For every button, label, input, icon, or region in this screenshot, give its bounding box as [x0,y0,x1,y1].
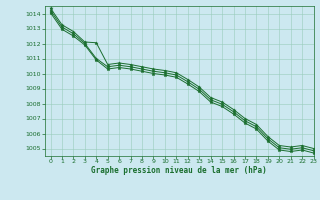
X-axis label: Graphe pression niveau de la mer (hPa): Graphe pression niveau de la mer (hPa) [91,166,267,175]
